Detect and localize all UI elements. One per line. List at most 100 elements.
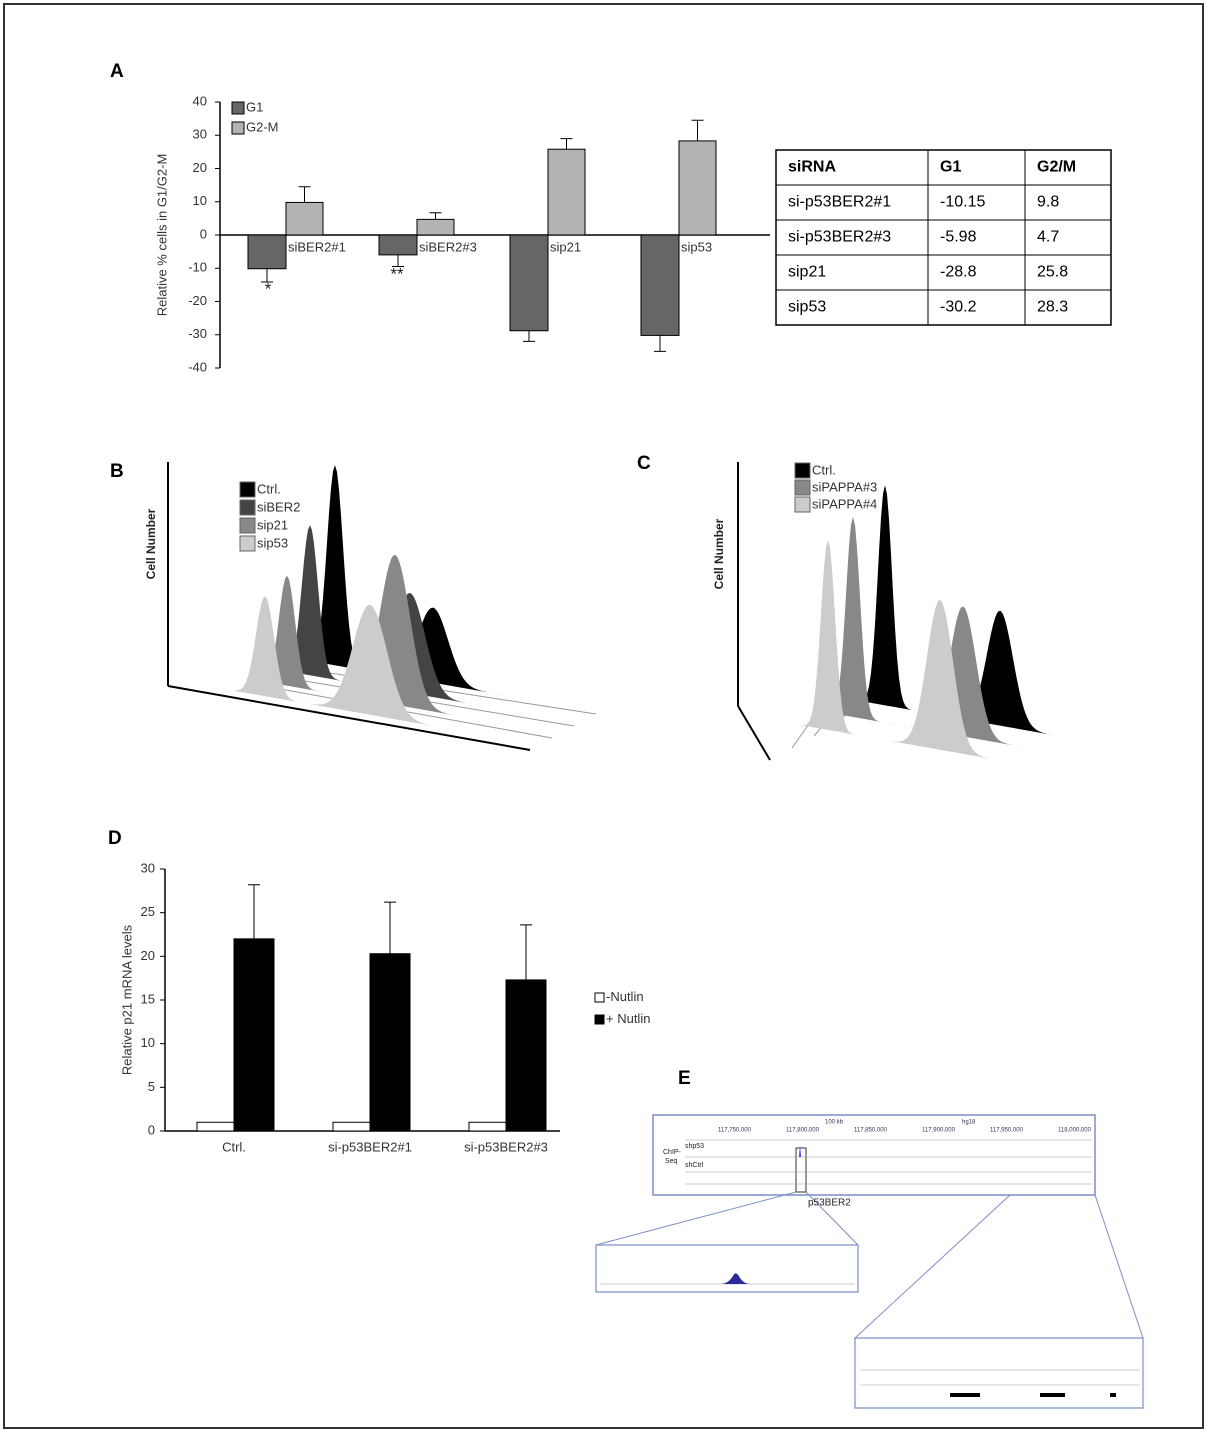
scale-label: 100 kb — [825, 1120, 844, 1126]
bar — [417, 219, 454, 235]
track-label: ChIP- — [663, 1149, 682, 1156]
y-tick-label: -20 — [188, 293, 207, 308]
error-bar — [561, 139, 573, 150]
bar — [548, 149, 585, 235]
panel-label: E — [678, 1068, 691, 1089]
error-bar — [523, 331, 535, 342]
error-bar — [520, 925, 532, 980]
legend-label: siBER2 — [257, 499, 300, 514]
table-header: siRNA — [788, 159, 836, 176]
panel-label: B — [110, 461, 124, 482]
legend-swatch — [795, 480, 810, 495]
legend-label: siPAPPA#4 — [812, 496, 877, 511]
coordinate: 117,950,000 — [990, 1128, 1024, 1134]
error-bar — [299, 187, 311, 203]
y-axis-label: Cell Number — [144, 508, 158, 579]
y-axis-label: Cell Number — [712, 518, 726, 589]
bar — [370, 954, 410, 1131]
table-cell: 28.3 — [1037, 299, 1068, 316]
legend-label: Ctrl. — [257, 481, 281, 496]
legend-label: + Nutlin — [606, 1011, 650, 1026]
y-tick-label: 0 — [148, 1122, 155, 1137]
bar — [510, 235, 548, 331]
y-tick-label: 0 — [200, 226, 207, 241]
legend-swatch — [795, 463, 810, 478]
track-label: Seq — [665, 1158, 678, 1165]
y-tick-label: 30 — [141, 860, 155, 875]
error-bar — [692, 120, 704, 141]
table-header: G2/M — [1037, 159, 1076, 176]
bar — [679, 141, 716, 235]
coordinate: 118,000,000 — [1058, 1128, 1092, 1134]
x-tick-label: siBER2#1 — [288, 239, 346, 254]
bar — [333, 1122, 370, 1131]
legend-swatch — [232, 102, 244, 114]
y-tick-label: 10 — [141, 1035, 155, 1050]
bar — [286, 202, 323, 235]
y-tick-label: 20 — [141, 948, 155, 963]
table-cell: -10.15 — [940, 194, 985, 211]
error-bar — [654, 335, 666, 351]
y-tick-label: 25 — [141, 904, 155, 919]
track-name: shCtrl — [685, 1162, 704, 1169]
legend-swatch — [240, 518, 255, 533]
legend-swatch — [795, 497, 810, 512]
y-tick-label: -40 — [188, 359, 207, 374]
axis — [738, 706, 770, 760]
legend-swatch — [232, 122, 244, 134]
panel-label: C — [637, 453, 651, 474]
figure: A B C D E ChIP- Seq shp53 shCtrl p53BER2… — [0, 0, 1208, 1432]
table-cell: 25.8 — [1037, 264, 1068, 281]
table-header: G1 — [940, 159, 961, 176]
y-tick-label: 5 — [148, 1079, 155, 1094]
bar — [248, 235, 286, 269]
y-tick-label: 40 — [193, 93, 207, 108]
table-cell: 9.8 — [1037, 194, 1059, 211]
error-bar — [384, 902, 396, 954]
x-tick-label: sip21 — [550, 239, 581, 254]
bar — [506, 980, 546, 1131]
legend-label: -Nutlin — [606, 989, 644, 1004]
bar — [469, 1122, 506, 1131]
y-tick-label: 20 — [193, 160, 207, 175]
legend-label: sip21 — [257, 517, 288, 532]
error-bar — [430, 213, 442, 220]
table-cell: sip21 — [788, 264, 826, 281]
coordinate: 117,900,000 — [922, 1128, 956, 1134]
y-tick-label: 30 — [193, 127, 207, 142]
x-tick-label: si-p53BER2#3 — [464, 1139, 548, 1154]
coordinate: 117,750,000 — [718, 1128, 752, 1134]
table-cell: -5.98 — [940, 229, 977, 246]
track-name: shp53 — [685, 1143, 704, 1150]
panel-label: A — [110, 61, 124, 82]
legend-label: G2-M — [246, 119, 279, 134]
coordinate: 117,850,000 — [854, 1128, 888, 1134]
y-tick-label: -30 — [188, 326, 207, 341]
x-tick-label: siBER2#3 — [419, 239, 477, 254]
legend-label: G1 — [246, 99, 263, 114]
x-tick-label: sip53 — [681, 239, 712, 254]
legend-swatch — [240, 482, 255, 497]
locus-label: p53BER2 — [808, 1198, 851, 1209]
table-cell: si-p53BER2#3 — [788, 229, 891, 246]
legend-label: siPAPPA#3 — [812, 479, 877, 494]
legend-label: Ctrl. — [812, 462, 836, 477]
y-axis-label: Relative p21 mRNA levels — [119, 924, 134, 1075]
y-tick-label: -10 — [188, 260, 207, 275]
bar — [641, 235, 679, 335]
genome-browser: ChIP- Seq shp53 shCtrl p53BER2 100 kb hg… — [596, 1115, 1143, 1408]
bar — [234, 939, 274, 1131]
table-cell: si-p53BER2#1 — [788, 194, 891, 211]
legend-swatch — [595, 993, 604, 1002]
legend-swatch — [240, 536, 255, 551]
x-tick-label: Ctrl. — [222, 1139, 246, 1154]
legend-swatch — [240, 500, 255, 515]
error-bar — [248, 885, 260, 939]
coordinate: 117,800,000 — [786, 1128, 820, 1134]
significance: * — [265, 279, 272, 298]
y-tick-label: 10 — [193, 193, 207, 208]
y-axis-label: Relative % cells in G1/G2-M — [154, 154, 169, 317]
table-cell: 4.7 — [1037, 229, 1059, 246]
table-cell: -28.8 — [940, 264, 977, 281]
bar — [379, 235, 417, 255]
